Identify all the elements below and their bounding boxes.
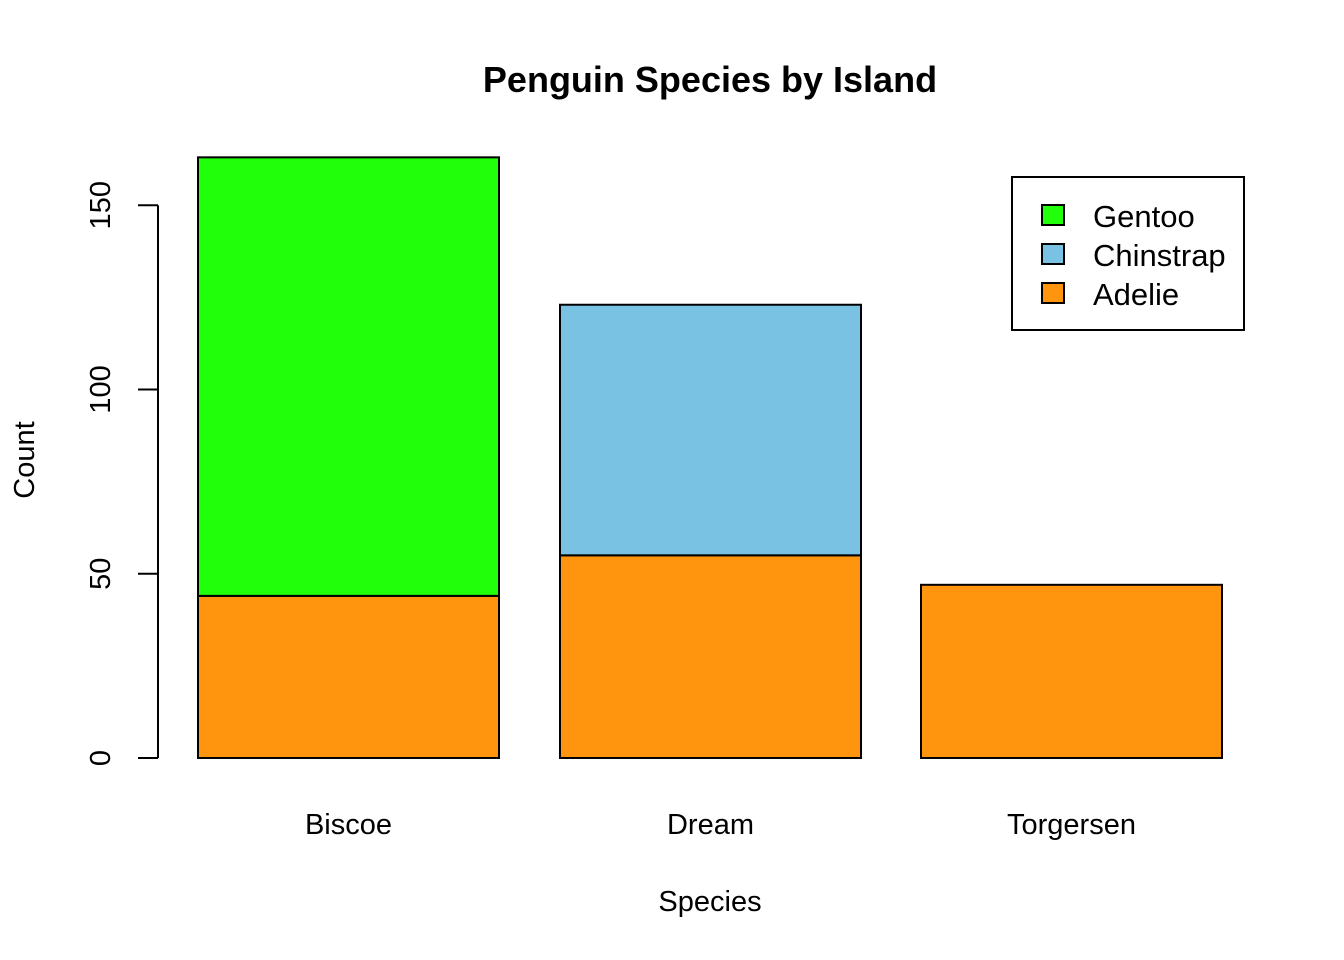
bar-dream-adelie — [559, 554, 862, 760]
legend: Gentoo Chinstrap Adelie — [1011, 176, 1245, 331]
legend-swatch-adelie — [1041, 282, 1065, 304]
y-axis-label: Count — [9, 421, 41, 498]
bars — [197, 156, 1223, 760]
y-axis: 0 50 100 150 — [85, 181, 159, 766]
bar-dream-chinstrap — [559, 303, 862, 557]
x-tick-label-dream: Dream — [667, 809, 754, 841]
x-tick-label-torgersen: Torgersen — [1007, 809, 1136, 841]
chart-title: Penguin Species by Island — [483, 59, 937, 100]
y-tick-label: 100 — [85, 365, 117, 413]
y-tick-label: 0 — [85, 750, 117, 766]
legend-label-adelie: Adelie — [1093, 277, 1179, 312]
legend-swatch-chinstrap — [1041, 243, 1065, 265]
bar-biscoe-gentoo — [197, 156, 500, 597]
legend-label-gentoo: Gentoo — [1093, 199, 1195, 234]
y-tick-label: 150 — [85, 181, 117, 229]
x-tick-label-biscoe: Biscoe — [305, 809, 392, 841]
x-tick-labels: Biscoe Dream Torgersen — [305, 809, 1136, 841]
x-axis-label: Species — [658, 886, 761, 918]
bar-torgersen-adelie — [920, 583, 1223, 759]
y-tick-label: 50 — [85, 558, 117, 590]
legend-label-chinstrap: Chinstrap — [1093, 238, 1226, 273]
bar-biscoe-adelie — [197, 594, 500, 759]
legend-swatch-gentoo — [1041, 204, 1065, 226]
